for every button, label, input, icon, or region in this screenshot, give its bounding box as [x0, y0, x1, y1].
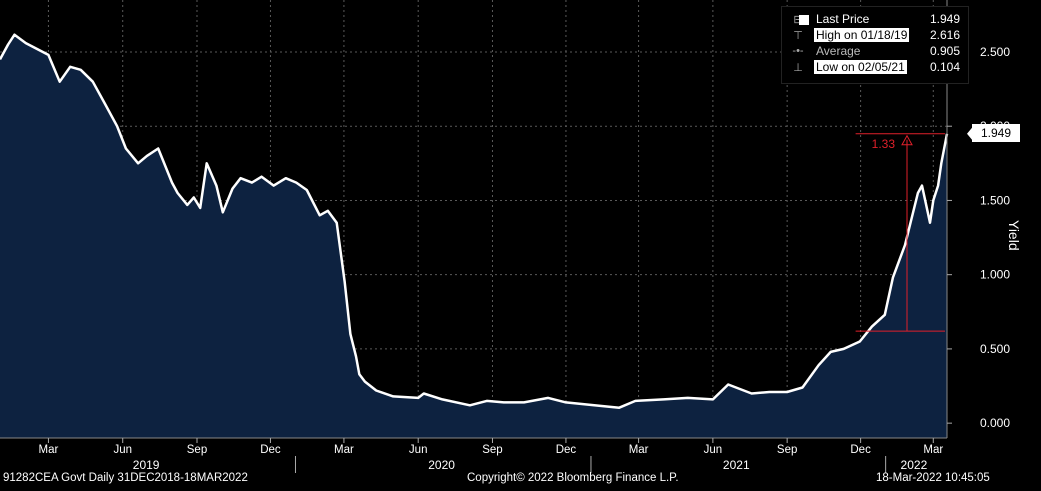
series-line [0, 33, 949, 409]
x-tick-label: Mar [334, 444, 354, 456]
x-tick-label: Sep [777, 444, 797, 456]
x-tick-label: Sep [482, 444, 502, 456]
annotation-arrow-icon [901, 134, 913, 146]
legend-collapse-icon[interactable]: ⊟ [793, 14, 803, 26]
legend-row-low: ⊥ Low on 02/05/21 0.104 [782, 60, 968, 76]
footer-security-info: 91282CEA Govt Daily 31DEC2018-18MAR2022 [3, 472, 248, 484]
legend-row-high: ⊤ High on 01/18/19 2.616 [782, 28, 968, 44]
x-tick-label: Jun [704, 444, 723, 456]
legend-label-last-price: Last Price [816, 12, 870, 26]
y-tick-label: 0.000 [980, 416, 1010, 430]
x-tick-label: Mar [39, 444, 59, 456]
year-label: 2021 [723, 458, 750, 472]
footer-timestamp: 18-Mar-2022 10:45:05 [876, 472, 990, 484]
x-tick-label: Dec [850, 444, 871, 456]
legend-row-last-price: ⊟ Last Price 1.949 [782, 12, 968, 28]
y-axis-label: Yield [1006, 220, 1022, 251]
low-marker-icon: ⊥ [793, 62, 803, 74]
legend-label-high: High on 01/18/19 [814, 28, 910, 42]
legend-value-high: 2.616 [929, 28, 960, 42]
x-tick-label: Dec [260, 444, 281, 456]
average-marker-icon: -•- [792, 45, 804, 57]
year-label: 2022 [901, 458, 928, 472]
y-tick-label: 1.500 [980, 193, 1010, 207]
legend-value-last-price: 1.949 [929, 12, 960, 26]
year-label: 2019 [133, 458, 160, 472]
legend: ⊟ Last Price 1.949 ⊤ High on 01/18/19 2.… [781, 6, 969, 84]
legend-row-average: -•- Average 0.905 [782, 44, 968, 60]
high-marker-icon: ⊤ [793, 30, 803, 42]
footer-copyright: Copyright© 2022 Bloomberg Finance L.P. [467, 472, 679, 484]
x-tick-label: Jun [409, 444, 428, 456]
x-tick-label: Dec [556, 444, 577, 456]
x-tick-label: Sep [187, 444, 207, 456]
legend-value-average: 0.905 [929, 44, 960, 58]
x-tick-label: Jun [113, 444, 132, 456]
year-label: 2020 [428, 458, 455, 472]
x-tick-label: Mar [629, 444, 649, 456]
y-tick-label: 2.500 [980, 45, 1010, 59]
series-area [0, 34, 947, 438]
x-tick-label: Mar [923, 444, 943, 456]
legend-label-average: Average [816, 44, 861, 58]
y-tick-label: 0.500 [980, 342, 1010, 356]
last-price-pointer [967, 127, 972, 140]
legend-label-low: Low on 02/05/21 [814, 60, 907, 74]
legend-value-low: 0.104 [929, 60, 960, 74]
legend-swatch-icon [799, 15, 809, 25]
last-price-tag: 1.949 [972, 124, 1020, 142]
annotation-label: 1.33 [872, 137, 896, 151]
y-tick-label: 1.000 [980, 268, 1010, 282]
